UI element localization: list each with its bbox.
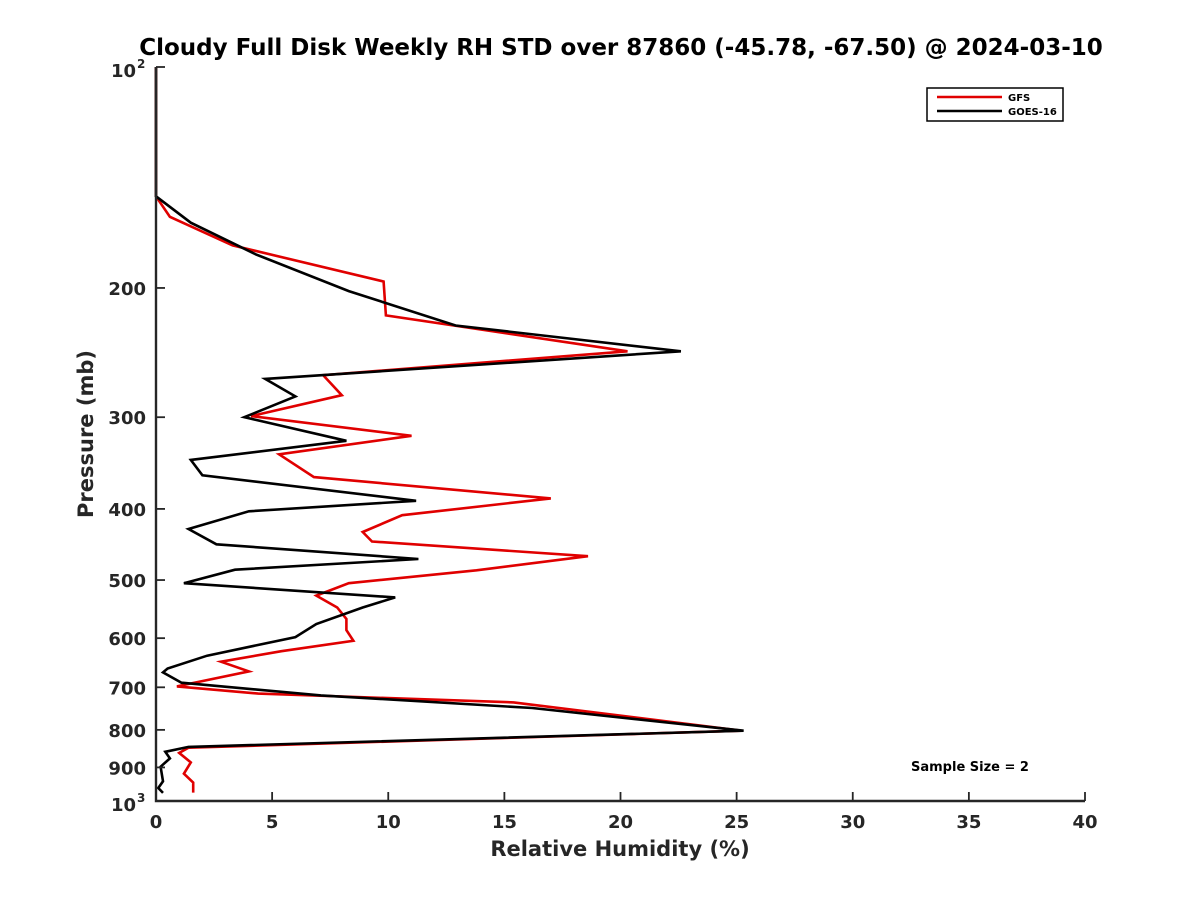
x-tick-label: 5 (266, 812, 279, 833)
y-tick-label: 200 (108, 279, 146, 300)
y-axis-label: Pressure (mb) (74, 350, 98, 518)
y-tick-label: 900 (108, 758, 146, 779)
y-tick-label: 800 (108, 721, 146, 742)
y-tick-label: 500 (108, 571, 146, 592)
series-line-goes16 (154, 67, 744, 794)
x-axis-label: Relative Humidity (%) (490, 837, 749, 861)
y-tick-label-base: 10 (111, 795, 136, 816)
x-tick-label: 40 (1072, 812, 1097, 833)
y-tick-label-base: 10 (111, 61, 136, 82)
legend-box (926, 87, 1064, 122)
x-axis-ticks: 0 5 10 15 20 25 30 35 40 (150, 792, 1098, 833)
y-tick-label-power: 10 2 (111, 57, 145, 82)
y-tick-label: 700 (108, 678, 146, 699)
sample-size-annotation: Sample Size = 2 (911, 760, 1029, 775)
x-tick-label: 30 (840, 812, 865, 833)
x-tick-label: 35 (956, 812, 981, 833)
legend-label-gfs: GFS (1008, 93, 1030, 104)
y-tick-label: 600 (108, 629, 146, 650)
y-tick-label-exponent: 2 (137, 57, 145, 71)
x-tick-label: 10 (376, 812, 401, 833)
y-tick-label-power: 10 3 (111, 791, 145, 816)
x-tick-label: 25 (724, 812, 749, 833)
x-tick-label: 0 (150, 812, 163, 833)
y-tick-label: 300 (108, 408, 146, 429)
x-tick-label: 15 (492, 812, 517, 833)
y-tick-label-exponent: 3 (137, 791, 145, 805)
plot-area (154, 67, 744, 794)
x-tick-label: 20 (608, 812, 633, 833)
y-tick-label: 400 (108, 500, 146, 521)
chart-title: Cloudy Full Disk Weekly RH STD over 8786… (139, 35, 1103, 61)
legend: GFS GOES-16 (926, 87, 1064, 122)
legend-label-goes16: GOES-16 (1008, 107, 1057, 118)
